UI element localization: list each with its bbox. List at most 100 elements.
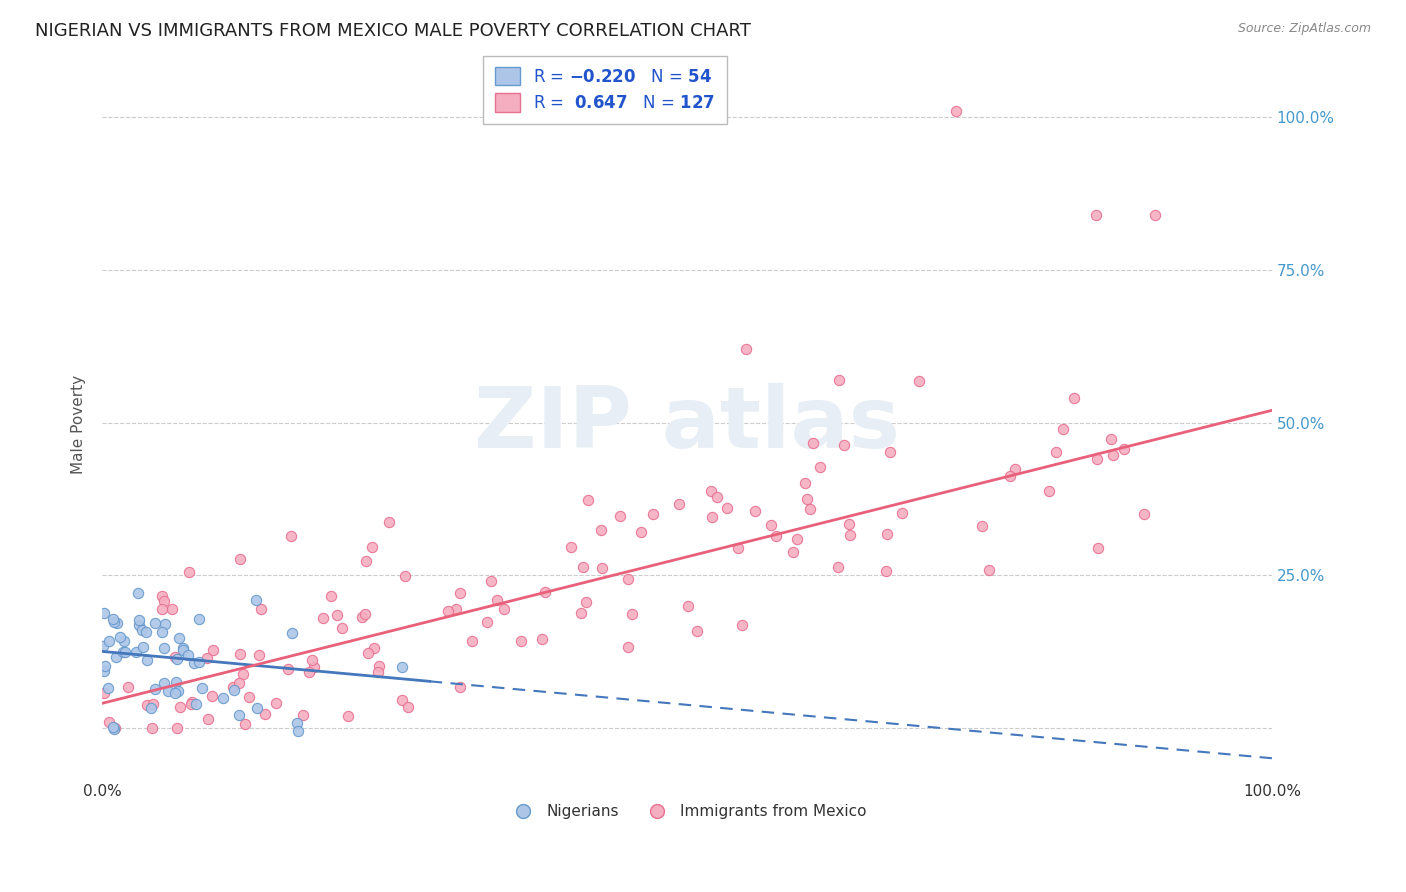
Point: [1045, 444, 1067, 458]
Point: [301, 652, 323, 666]
Point: [668, 497, 690, 511]
Point: [238, 690, 260, 704]
Point: [337, 708, 360, 723]
Point: [150, 602, 173, 616]
Point: [177, 648, 200, 663]
Point: [326, 607, 349, 622]
Point: [128, 618, 150, 632]
Point: [875, 565, 897, 579]
Point: [321, 589, 343, 603]
Point: [179, 565, 201, 579]
Point: [172, 643, 194, 657]
Point: [1085, 452, 1108, 467]
Point: [700, 510, 723, 524]
Point: [796, 492, 818, 507]
Point: [782, 545, 804, 559]
Point: [101, 612, 124, 626]
Point: [838, 517, 860, 532]
Point: [786, 532, 808, 546]
Text: Source: ZipAtlas.com: Source: ZipAtlas.com: [1237, 22, 1371, 36]
Point: [643, 507, 665, 521]
Point: [793, 475, 815, 490]
Point: [479, 574, 502, 589]
Y-axis label: Male Poverty: Male Poverty: [72, 375, 86, 474]
Point: [132, 640, 155, 655]
Point: [686, 624, 709, 638]
Point: [195, 651, 218, 665]
Point: [143, 682, 166, 697]
Point: [839, 527, 862, 541]
Point: [183, 657, 205, 671]
Point: [361, 541, 384, 555]
Point: [575, 595, 598, 609]
Point: [245, 592, 267, 607]
Point: [180, 698, 202, 712]
Point: [533, 584, 555, 599]
Point: [1063, 392, 1085, 406]
Point: [330, 621, 353, 635]
Point: [1102, 448, 1125, 462]
Point: [167, 684, 190, 698]
Point: [1132, 507, 1154, 521]
Point: [363, 640, 385, 655]
Point: [876, 527, 898, 541]
Point: [104, 650, 127, 665]
Point: [163, 686, 186, 700]
Point: [108, 630, 131, 644]
Point: [560, 540, 582, 554]
Point: [734, 343, 756, 357]
Point: [492, 602, 515, 616]
Point: [832, 438, 855, 452]
Point: [945, 104, 967, 119]
Point: [486, 593, 509, 607]
Point: [93, 686, 115, 700]
Point: [908, 374, 931, 388]
Point: [391, 692, 413, 706]
Point: [1038, 483, 1060, 498]
Point: [235, 717, 257, 731]
Text: ZIP atlas: ZIP atlas: [474, 383, 900, 466]
Point: [188, 612, 211, 626]
Point: [172, 641, 194, 656]
Point: [617, 572, 640, 586]
Point: [765, 529, 787, 543]
Point: [114, 645, 136, 659]
Point: [1004, 462, 1026, 476]
Point: [131, 624, 153, 638]
Point: [394, 569, 416, 583]
Point: [117, 680, 139, 694]
Point: [716, 500, 738, 515]
Point: [1085, 208, 1108, 222]
Point: [706, 490, 728, 504]
Point: [576, 492, 599, 507]
Point: [228, 551, 250, 566]
Point: [246, 701, 269, 715]
Point: [744, 504, 766, 518]
Point: [676, 599, 699, 613]
Point: [977, 562, 1000, 576]
Point: [93, 664, 115, 678]
Point: [827, 560, 849, 574]
Point: [162, 602, 184, 616]
Point: [247, 648, 270, 662]
Legend: Nigerians, Immigrants from Mexico: Nigerians, Immigrants from Mexico: [502, 798, 872, 825]
Point: [609, 509, 631, 524]
Point: [367, 665, 389, 679]
Point: [591, 560, 613, 574]
Point: [350, 610, 373, 624]
Point: [101, 721, 124, 735]
Point: [287, 715, 309, 730]
Point: [281, 625, 304, 640]
Point: [1112, 442, 1135, 456]
Point: [98, 714, 121, 729]
Point: [94, 658, 117, 673]
Point: [228, 707, 250, 722]
Point: [103, 615, 125, 629]
Point: [93, 606, 115, 620]
Point: [998, 468, 1021, 483]
Point: [222, 680, 245, 694]
Point: [396, 700, 419, 714]
Point: [232, 667, 254, 681]
Point: [103, 723, 125, 737]
Point: [166, 721, 188, 735]
